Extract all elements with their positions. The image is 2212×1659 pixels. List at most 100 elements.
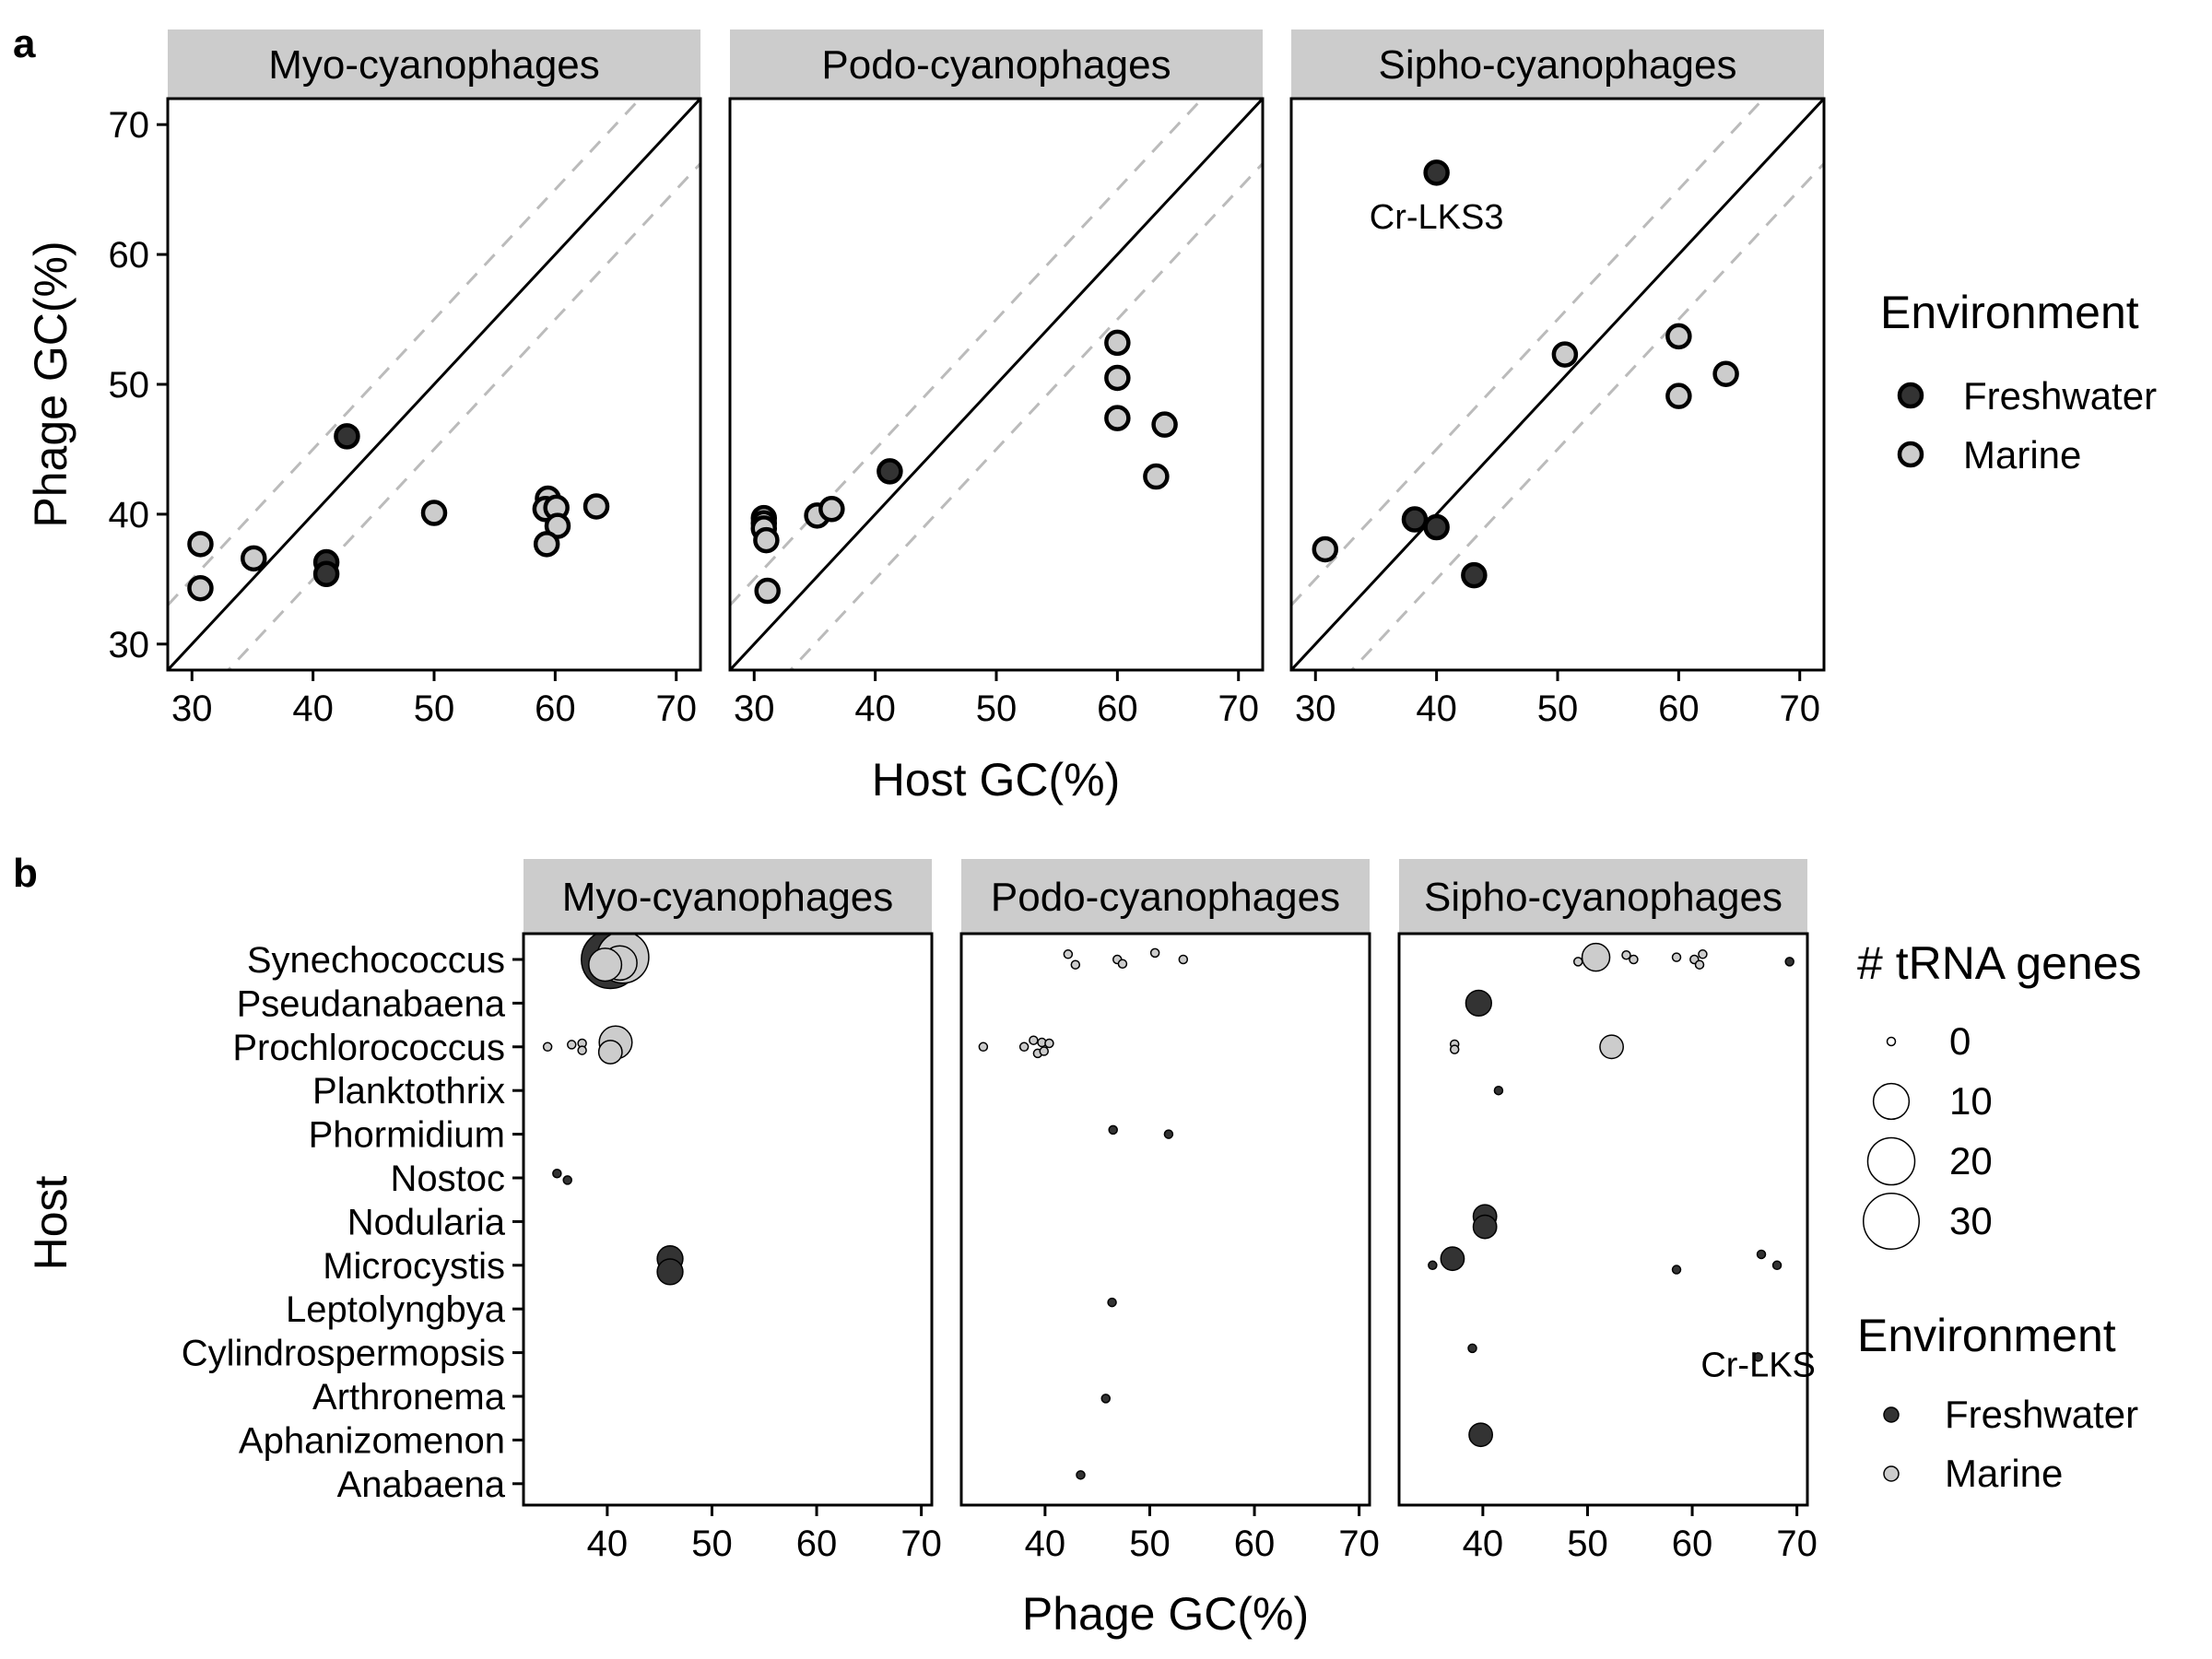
data-point bbox=[1029, 1035, 1039, 1045]
data-point bbox=[1756, 1249, 1767, 1260]
y-category-label: Nodularia bbox=[347, 1202, 506, 1242]
y-tick-label: 70 bbox=[109, 105, 150, 146]
x-tick-label: 70 bbox=[1338, 1524, 1380, 1564]
x-tick-label: 70 bbox=[655, 688, 697, 729]
data-point bbox=[1449, 1044, 1460, 1054]
legend-trna-genes: # tRNA genes 0 10 20 30 bbox=[1857, 937, 2142, 1250]
legend-label: 20 bbox=[1949, 1139, 1993, 1182]
y-category-label: Nostoc bbox=[391, 1159, 506, 1199]
data-point bbox=[187, 531, 214, 558]
data-point bbox=[562, 1175, 572, 1185]
facet-a-podo-cyanophages: Podo-cyanophages 30 40 50 60 70 bbox=[728, 29, 1265, 729]
data-point bbox=[1665, 382, 1692, 409]
data-point bbox=[1694, 959, 1705, 970]
legend-environment: Environment Freshwater Marine bbox=[1857, 1310, 2138, 1495]
data-point bbox=[1428, 1260, 1438, 1271]
dashed-reference-line bbox=[1349, 162, 1824, 670]
data-point bbox=[1665, 323, 1692, 350]
dashed-reference-line bbox=[168, 99, 642, 606]
y-tick-label: 40 bbox=[109, 495, 150, 535]
data-point bbox=[567, 1040, 577, 1050]
x-tick-label: 40 bbox=[854, 688, 896, 729]
identity-line bbox=[1291, 99, 1824, 670]
y-tick-label: 30 bbox=[109, 625, 150, 665]
x-tick-label: 40 bbox=[1416, 688, 1457, 729]
data-point bbox=[1671, 1265, 1682, 1275]
data-point bbox=[420, 500, 448, 526]
data-point bbox=[1076, 1470, 1086, 1480]
data-point bbox=[1572, 957, 1583, 967]
data-point bbox=[1771, 1260, 1783, 1271]
legend-label: Marine bbox=[1963, 433, 2081, 477]
facet-strip bbox=[1291, 29, 1824, 99]
legend-label: 10 bbox=[1949, 1079, 1993, 1123]
x-tick-label: 60 bbox=[796, 1524, 838, 1564]
panel-b-bubble: Myo-cyanophages 40 50 60 70 SynechococcusPseu… bbox=[25, 859, 2142, 1640]
y-axis-title: Phage GC(%) bbox=[25, 241, 76, 527]
x-tick-label: 50 bbox=[1129, 1524, 1171, 1564]
legend-label: 0 bbox=[1949, 1019, 1971, 1063]
data-point bbox=[1107, 1297, 1117, 1308]
data-point bbox=[334, 423, 360, 450]
x-axis-title: Host GC(%) bbox=[872, 754, 1120, 806]
x-tick-label: 70 bbox=[1776, 1524, 1818, 1564]
legend-label: Marine bbox=[1945, 1452, 2063, 1495]
data-point bbox=[1149, 947, 1160, 959]
reference-lines bbox=[730, 99, 1263, 670]
data-point bbox=[1163, 1129, 1174, 1139]
x-tick-label: 50 bbox=[691, 1524, 733, 1564]
data-point bbox=[978, 1041, 989, 1053]
facet-strip bbox=[730, 29, 1263, 99]
legend-label: 30 bbox=[1949, 1199, 1993, 1242]
data-point bbox=[1018, 1041, 1030, 1053]
data-point bbox=[588, 947, 623, 982]
data-point bbox=[1753, 1352, 1763, 1362]
data-point bbox=[582, 493, 610, 520]
x-tick-label: 40 bbox=[587, 1524, 629, 1564]
data-point bbox=[1671, 952, 1682, 962]
legend-key-marine bbox=[1897, 441, 1924, 468]
legend-label: Freshwater bbox=[1963, 374, 2157, 418]
data-point bbox=[1423, 513, 1450, 541]
x-tick-label: 30 bbox=[734, 688, 775, 729]
facet-a-sipho-cyanophages: Sipho-cyanophages Cr-LKS3 30 40 50 60 70 bbox=[1289, 29, 1826, 729]
data-point bbox=[1312, 535, 1339, 563]
x-tick-label: 60 bbox=[1097, 688, 1138, 729]
facet-a-myo-cyanophages: Myo-cyanophages 30 40 50 60 70 30 40 50 60 70 bbox=[109, 29, 702, 729]
data-point bbox=[1108, 1124, 1118, 1135]
y-category-label: Cylindrospermopsis bbox=[182, 1334, 505, 1374]
data-point bbox=[1104, 329, 1131, 357]
y-category-label: Microcystis bbox=[323, 1246, 505, 1287]
data-point bbox=[1712, 360, 1739, 387]
y-category-label: Phormidium bbox=[309, 1115, 505, 1156]
facet-b-sipho-cyanophages: Sipho-cyanophages Cr-LKS 40 50 60 70 bbox=[1397, 859, 1818, 1564]
y-tick-label: 50 bbox=[109, 365, 150, 406]
legend-key-freshwater bbox=[1897, 382, 1924, 409]
data-point bbox=[1117, 959, 1128, 969]
x-tick-label: 40 bbox=[1025, 1524, 1066, 1564]
x-tick-label: 60 bbox=[1658, 688, 1700, 729]
data-point bbox=[656, 1258, 684, 1286]
y-category-label: Arthronema bbox=[312, 1377, 506, 1418]
data-point bbox=[577, 1045, 587, 1055]
facet-border bbox=[1397, 932, 1809, 1507]
data-point bbox=[877, 458, 903, 485]
data-point bbox=[312, 560, 340, 587]
legend-title: Environment bbox=[1857, 1310, 2116, 1361]
legend-label: Freshwater bbox=[1945, 1393, 2138, 1436]
data-point bbox=[1599, 1034, 1624, 1060]
y-tick-label: 60 bbox=[109, 235, 150, 276]
y-category-label: Synechococcus bbox=[247, 940, 505, 981]
facet-strip-label: Podo-cyanophages bbox=[821, 42, 1171, 88]
data-point bbox=[1104, 364, 1131, 392]
legend-size-key bbox=[1886, 1036, 1897, 1047]
x-tick-label: 70 bbox=[1779, 688, 1820, 729]
y-category-label: Aphanizomenon bbox=[239, 1420, 505, 1461]
facet-border bbox=[522, 932, 934, 1507]
facet-strip-label: Myo-cyanophages bbox=[268, 42, 600, 88]
legend-size-key bbox=[1872, 1082, 1911, 1121]
facet-b-podo-cyanophages: Podo-cyanophages 40 50 60 70 bbox=[959, 859, 1380, 1564]
data-point bbox=[1784, 957, 1794, 967]
reference-lines bbox=[168, 99, 700, 670]
data-point bbox=[1039, 1046, 1049, 1056]
